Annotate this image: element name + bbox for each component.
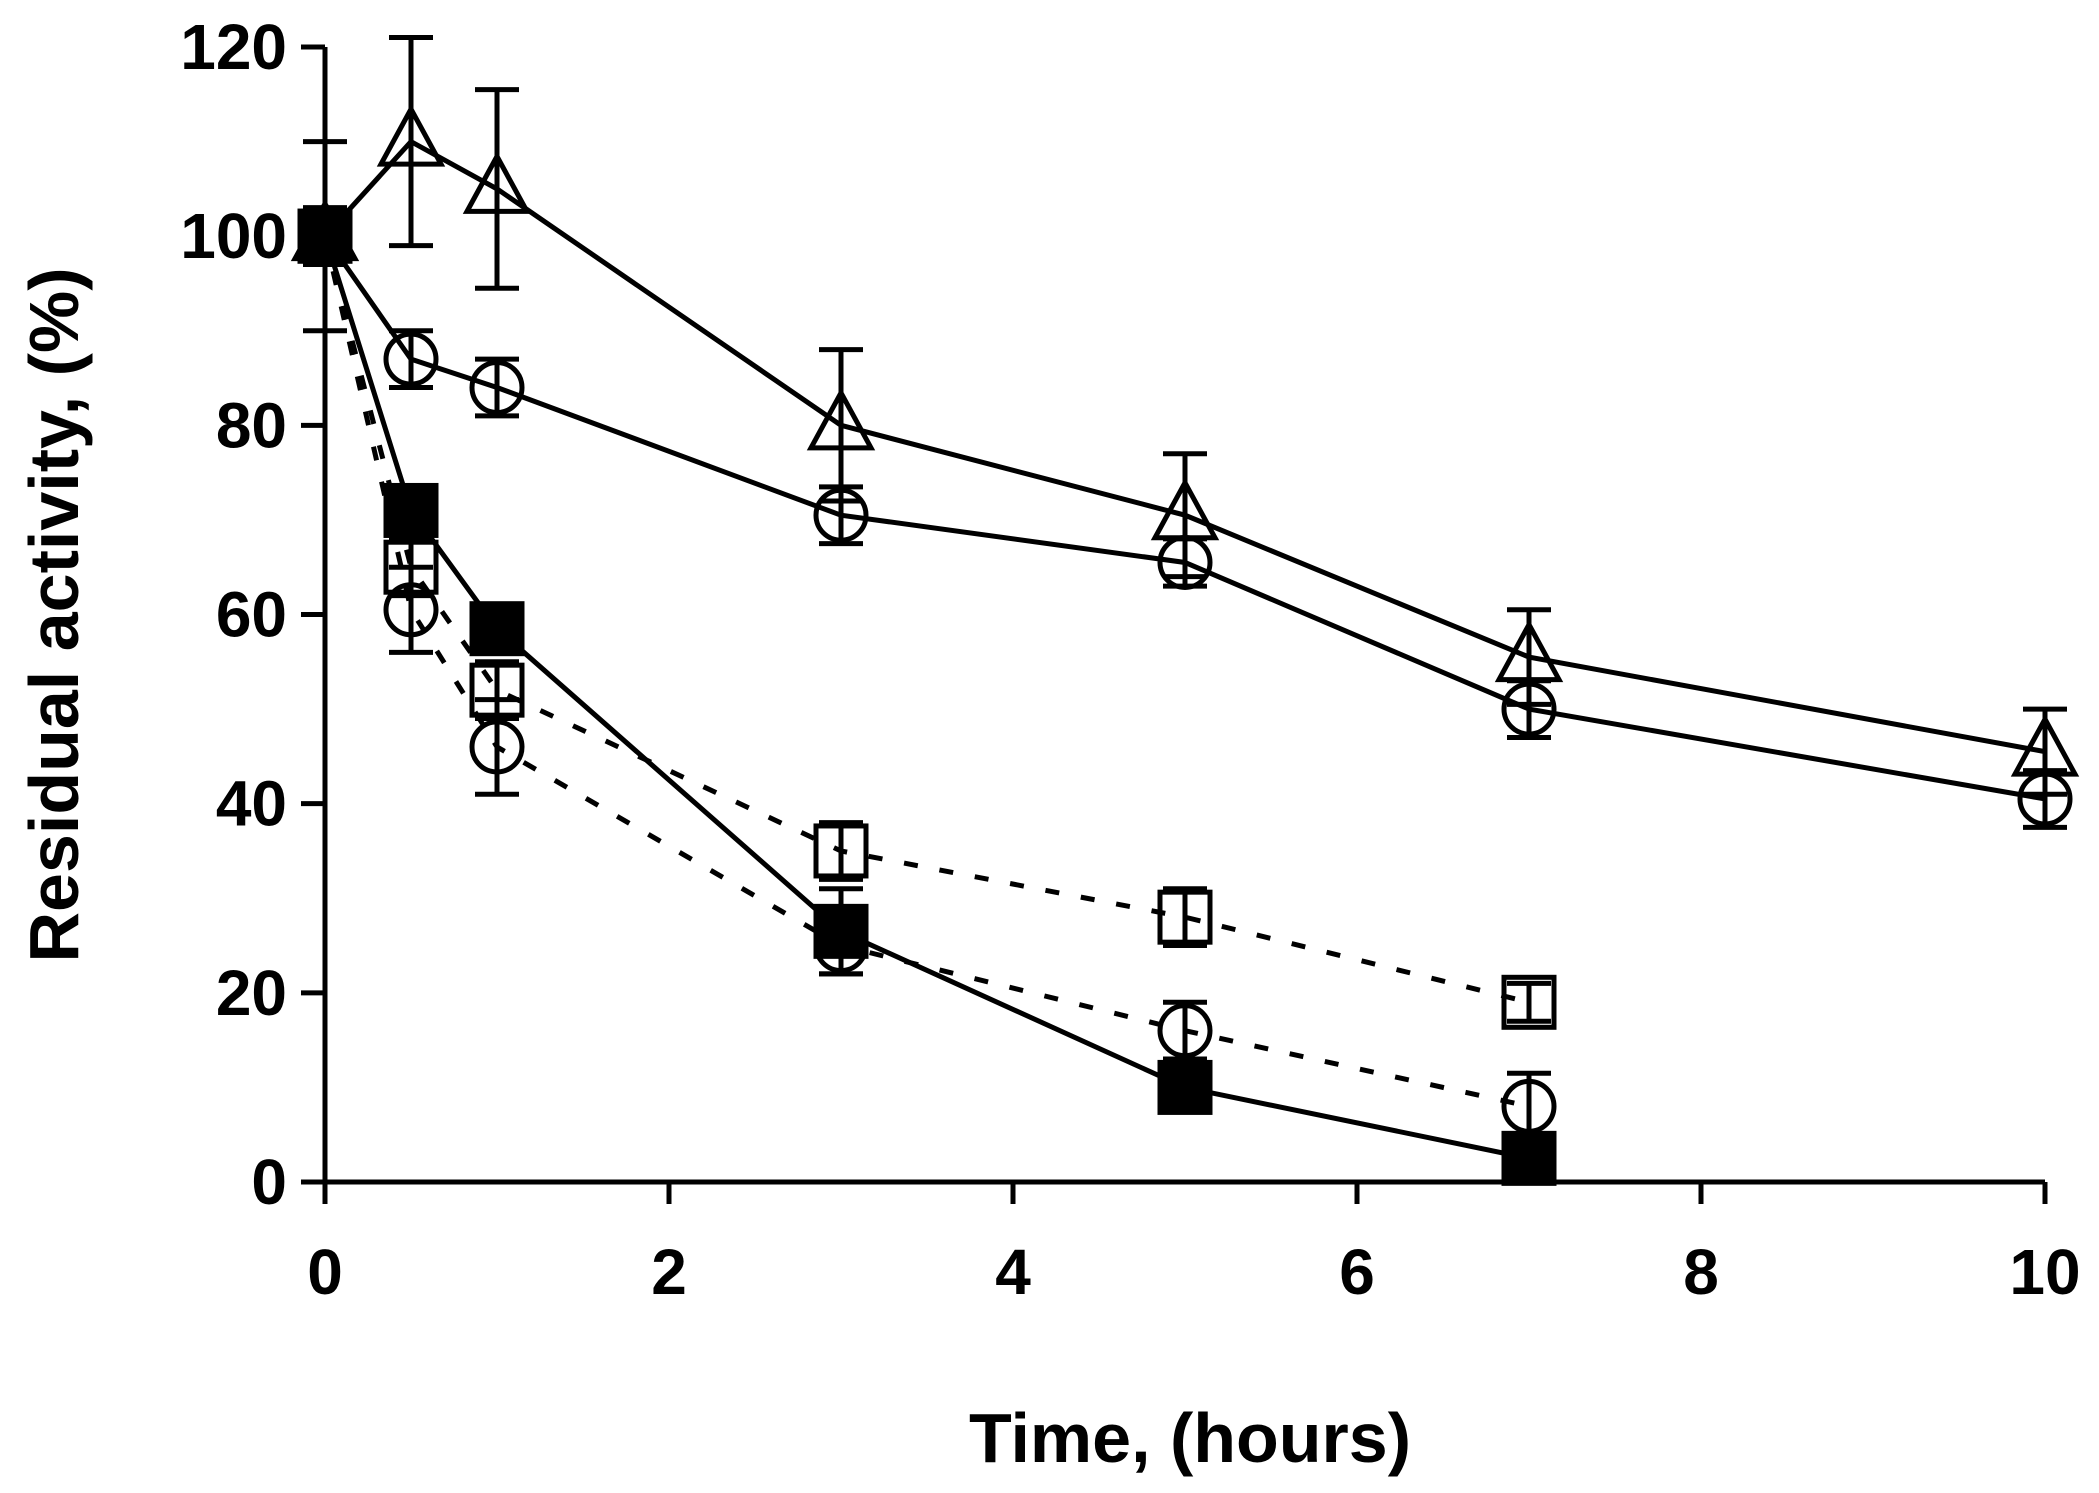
data-point-circle: [383, 582, 439, 638]
error-bar: [475, 356, 519, 419]
data-point-circle: [469, 719, 525, 775]
x-axis-title: Time, (hours): [969, 1399, 1411, 1477]
x-tick-label: 0: [307, 1236, 343, 1308]
y-tick-label: 80: [216, 389, 287, 461]
data-point-circle: [2017, 771, 2073, 827]
data-point-square-open: [813, 823, 869, 879]
x-tick-label: 6: [1339, 1236, 1375, 1308]
data-point-square-filled: [813, 903, 869, 959]
data-point-triangle: [806, 387, 876, 451]
data-point-circle: [1501, 681, 1557, 737]
data-point-triangle: [1494, 619, 1564, 683]
error-bar: [819, 820, 863, 882]
error-bar: [475, 87, 519, 291]
error-bar: [1507, 980, 1551, 1024]
y-tick-label: 40: [216, 768, 287, 840]
data-point-triangle: [376, 103, 446, 167]
x-tick-label: 10: [2009, 1236, 2080, 1308]
x-tick-label: 8: [1683, 1236, 1719, 1308]
error-bar: [2023, 768, 2067, 830]
y-tick-label: 100: [180, 200, 287, 272]
x-tick-label: 2: [651, 1236, 687, 1308]
data-point-square-filled: [383, 482, 439, 538]
data-point-square-filled: [1501, 1130, 1557, 1186]
error-bar: [1163, 886, 1207, 949]
data-point-square-filled: [469, 601, 525, 657]
data-point-circle: [813, 487, 869, 543]
data-point-circle: [1501, 1078, 1557, 1134]
data-point-circle: [469, 360, 525, 415]
error-bar: [1163, 999, 1207, 1062]
data-point-triangle: [462, 151, 532, 214]
data-point-square-filled: [1157, 1059, 1213, 1115]
data-point-circle: [383, 331, 439, 387]
x-tick-label: 4: [995, 1236, 1031, 1308]
y-tick-label: 20: [216, 957, 287, 1029]
data-point-circle: [297, 208, 353, 264]
data-point-circle: [1157, 534, 1213, 590]
data-point-circle: [813, 918, 869, 974]
y-axis-title: Residual activity, (%): [15, 267, 93, 962]
error-bar: [389, 328, 433, 390]
plot-area: 0 20 40 60 80 100 120 0 2 4 6 8 10: [180, 11, 2080, 1308]
data-point-circle: [1157, 1003, 1213, 1059]
y-tick-label: 0: [251, 1146, 287, 1218]
series-line-open-triangle-solid: [323, 138, 2046, 755]
error-bar: [819, 484, 863, 547]
data-point-square-open: [1501, 974, 1557, 1030]
error-bar: [389, 564, 433, 655]
data-point-square-open: [383, 539, 439, 595]
error-bar: [389, 35, 433, 249]
y-tick-label: 120: [180, 11, 287, 83]
data-point-square-open: [469, 662, 525, 718]
data-point-square-open: [1157, 889, 1213, 945]
y-tick-label: 60: [216, 579, 287, 651]
series-line-filled-square-solid: [322, 235, 1530, 1161]
